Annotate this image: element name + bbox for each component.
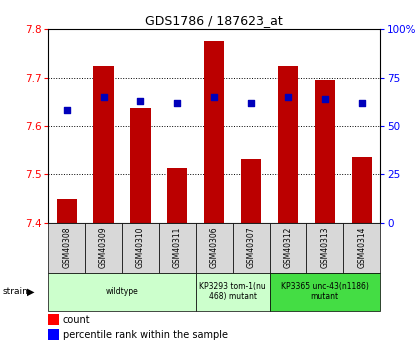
- Text: GSM40308: GSM40308: [62, 227, 71, 268]
- Text: GSM40314: GSM40314: [357, 227, 366, 268]
- Text: strain: strain: [2, 287, 28, 296]
- Bar: [233, 223, 270, 273]
- Title: GDS1786 / 187623_at: GDS1786 / 187623_at: [145, 14, 283, 27]
- Point: [63, 108, 70, 113]
- Text: ▶: ▶: [26, 287, 34, 296]
- Bar: [343, 223, 380, 273]
- Point: [358, 100, 365, 106]
- Bar: [241, 159, 261, 223]
- Bar: [270, 223, 306, 273]
- Point: [100, 94, 107, 100]
- Bar: [48, 314, 59, 325]
- Bar: [306, 223, 343, 273]
- Bar: [278, 66, 298, 223]
- Text: count: count: [63, 315, 91, 325]
- Text: GSM40311: GSM40311: [173, 227, 182, 268]
- Bar: [159, 223, 196, 273]
- Text: KP3365 unc-43(n1186)
mutant: KP3365 unc-43(n1186) mutant: [281, 282, 369, 301]
- Text: GSM40307: GSM40307: [247, 227, 255, 268]
- Point: [137, 98, 144, 104]
- Text: GSM40306: GSM40306: [210, 227, 219, 268]
- Bar: [204, 41, 224, 223]
- Text: GSM40313: GSM40313: [320, 227, 329, 268]
- Text: GSM40310: GSM40310: [136, 227, 145, 268]
- Point: [174, 100, 181, 106]
- Point: [285, 94, 291, 100]
- Bar: [85, 223, 122, 273]
- Bar: [48, 273, 196, 310]
- Bar: [167, 168, 187, 223]
- Bar: [48, 329, 59, 340]
- Bar: [48, 223, 85, 273]
- Bar: [196, 223, 233, 273]
- Bar: [352, 157, 372, 223]
- Bar: [315, 80, 335, 223]
- Text: percentile rank within the sample: percentile rank within the sample: [63, 330, 228, 340]
- Bar: [94, 66, 114, 223]
- Text: GSM40309: GSM40309: [99, 227, 108, 268]
- Bar: [130, 108, 151, 223]
- Point: [211, 94, 218, 100]
- Bar: [57, 199, 77, 223]
- Bar: [270, 273, 380, 310]
- Text: wildtype: wildtype: [106, 287, 139, 296]
- Bar: [196, 273, 270, 310]
- Point: [321, 96, 328, 102]
- Text: GSM40312: GSM40312: [284, 227, 292, 268]
- Text: KP3293 tom-1(nu
468) mutant: KP3293 tom-1(nu 468) mutant: [199, 282, 266, 301]
- Bar: [122, 223, 159, 273]
- Point: [248, 100, 255, 106]
